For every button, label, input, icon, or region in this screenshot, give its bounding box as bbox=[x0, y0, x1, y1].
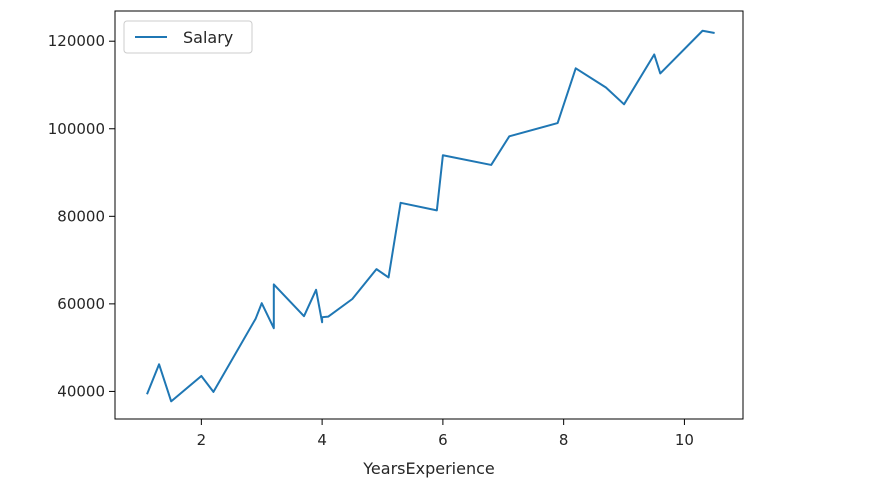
ticks-layer: 2 4 6 8 10 40000 60000 80000 100000 120000 bbox=[48, 32, 694, 449]
legend-label-salary: Salary bbox=[183, 28, 233, 47]
x-axis-label: YearsExperience bbox=[362, 459, 494, 478]
plot-frame bbox=[114, 10, 744, 420]
x-tick-label: 6 bbox=[438, 431, 448, 449]
legend-box bbox=[123, 20, 253, 54]
y-tick-label: 80000 bbox=[57, 207, 105, 225]
y-tick-label: 60000 bbox=[57, 295, 105, 313]
y-tick-label: 120000 bbox=[48, 32, 105, 50]
x-tick-label: 8 bbox=[559, 431, 569, 449]
y-tick-label: 100000 bbox=[48, 120, 105, 138]
series-layer bbox=[146, 29, 715, 403]
series-line-salary bbox=[146, 29, 715, 403]
x-tick-label: 4 bbox=[317, 431, 327, 449]
y-tick-label: 40000 bbox=[57, 382, 105, 400]
x-tick-label: 2 bbox=[197, 431, 207, 449]
x-tick-label: 10 bbox=[675, 431, 694, 449]
legend: Salary bbox=[123, 20, 253, 54]
